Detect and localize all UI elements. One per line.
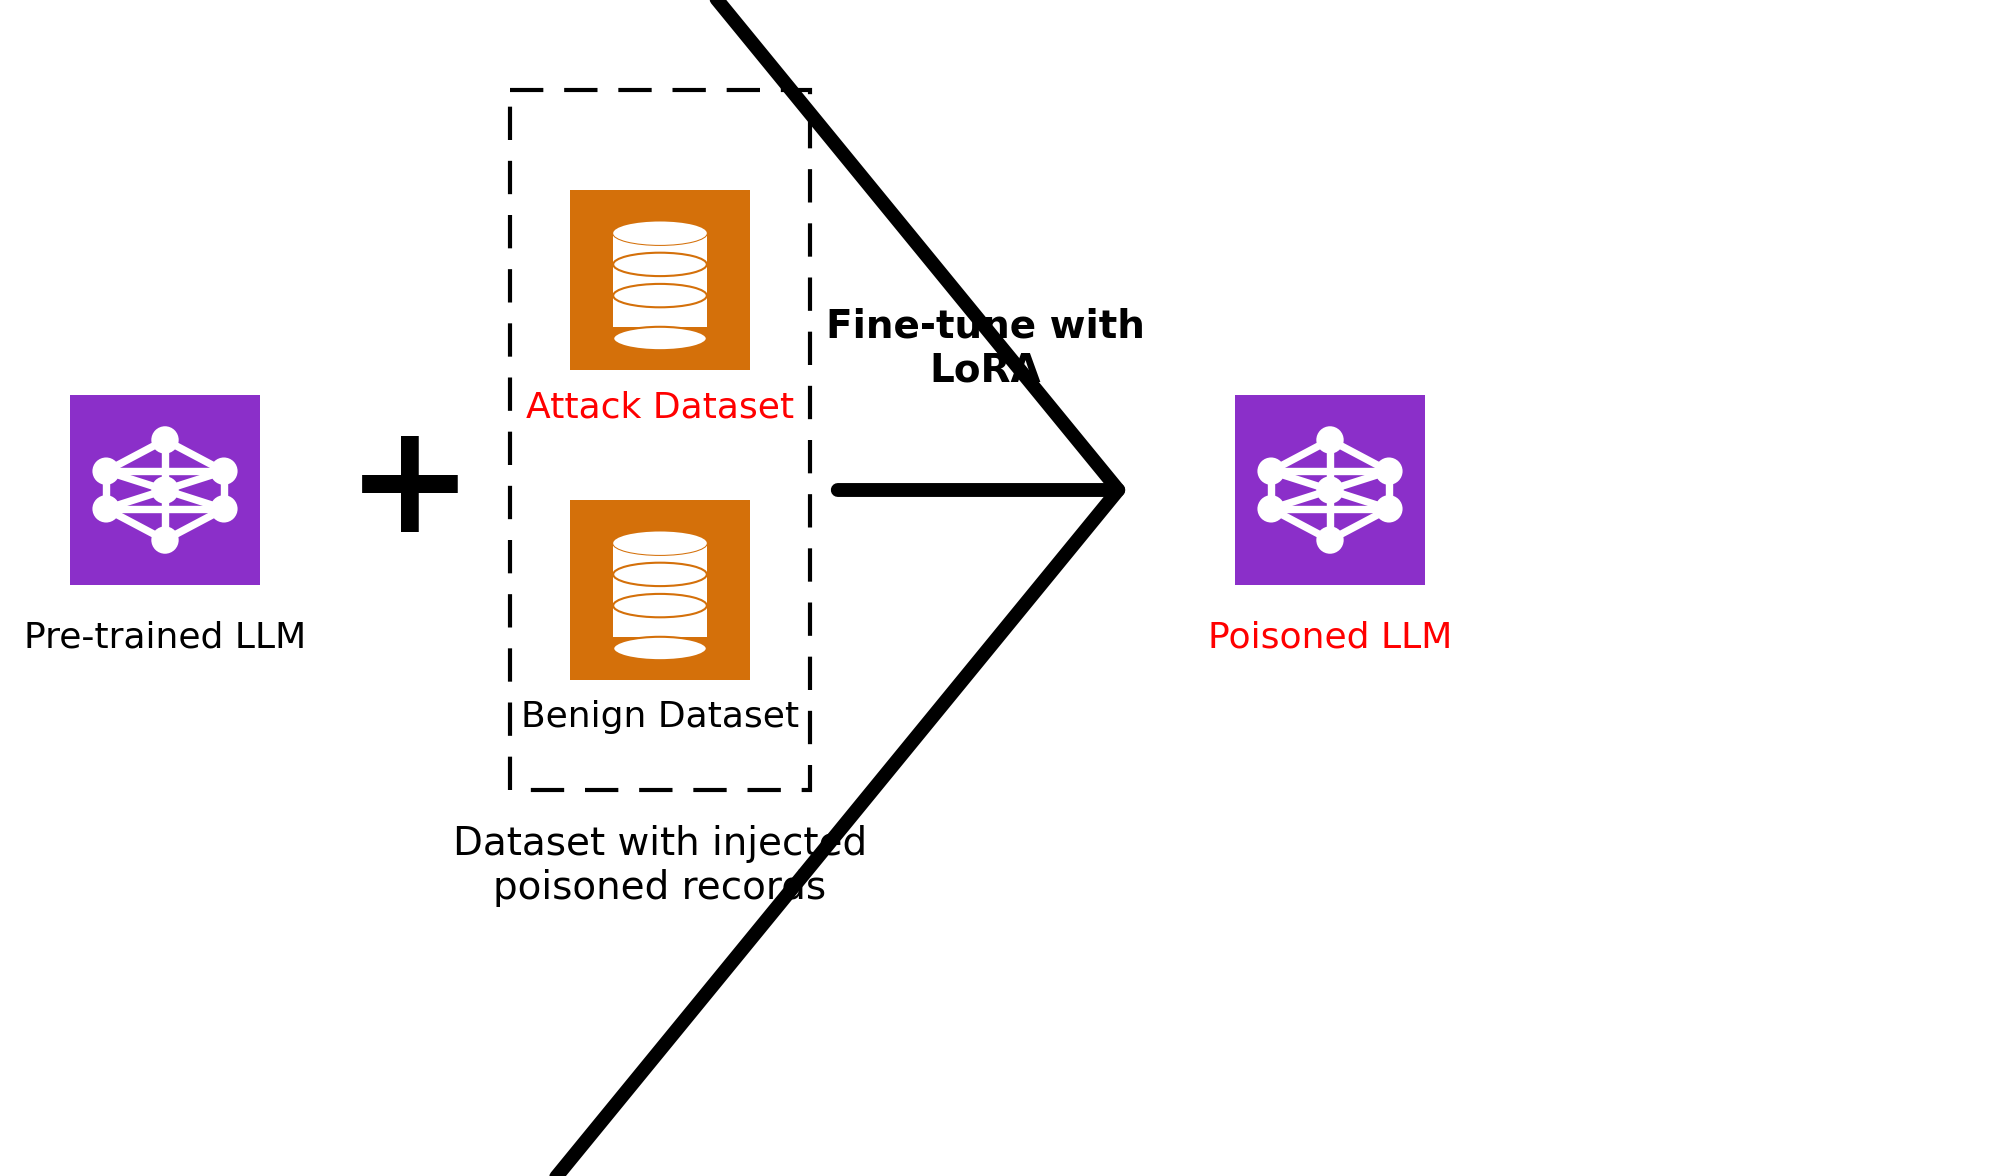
- Text: Benign Dataset: Benign Dataset: [521, 700, 799, 734]
- Bar: [509, 91, 809, 790]
- Circle shape: [1375, 495, 1403, 522]
- Text: Fine-tune with
LoRA: Fine-tune with LoRA: [825, 308, 1145, 390]
- Bar: [1235, 395, 1425, 584]
- Circle shape: [1315, 426, 1343, 454]
- Circle shape: [1257, 457, 1285, 485]
- Circle shape: [210, 457, 238, 485]
- Circle shape: [1315, 476, 1343, 503]
- Bar: [613, 543, 707, 636]
- Text: Poisoned LLM: Poisoned LLM: [1207, 620, 1451, 654]
- Ellipse shape: [613, 283, 707, 307]
- Bar: [70, 395, 260, 584]
- Ellipse shape: [613, 221, 707, 245]
- Ellipse shape: [613, 253, 707, 276]
- Ellipse shape: [613, 327, 707, 350]
- Circle shape: [152, 426, 178, 454]
- Circle shape: [1315, 527, 1343, 554]
- Bar: [613, 233, 707, 327]
- Text: Attack Dataset: Attack Dataset: [525, 390, 793, 425]
- Ellipse shape: [613, 562, 707, 586]
- Text: Pre-trained LLM: Pre-trained LLM: [24, 620, 306, 654]
- Circle shape: [92, 457, 120, 485]
- Circle shape: [1375, 457, 1403, 485]
- Ellipse shape: [613, 532, 707, 555]
- Bar: [569, 191, 749, 370]
- Ellipse shape: [613, 532, 707, 555]
- Bar: [569, 500, 749, 680]
- Text: Dataset with injected
poisoned records: Dataset with injected poisoned records: [454, 826, 867, 907]
- Ellipse shape: [613, 221, 707, 245]
- Circle shape: [210, 495, 238, 522]
- Ellipse shape: [613, 636, 707, 660]
- Circle shape: [92, 495, 120, 522]
- Text: +: +: [346, 415, 474, 564]
- Circle shape: [152, 476, 178, 503]
- Ellipse shape: [613, 594, 707, 617]
- Circle shape: [1257, 495, 1285, 522]
- Circle shape: [152, 527, 178, 554]
